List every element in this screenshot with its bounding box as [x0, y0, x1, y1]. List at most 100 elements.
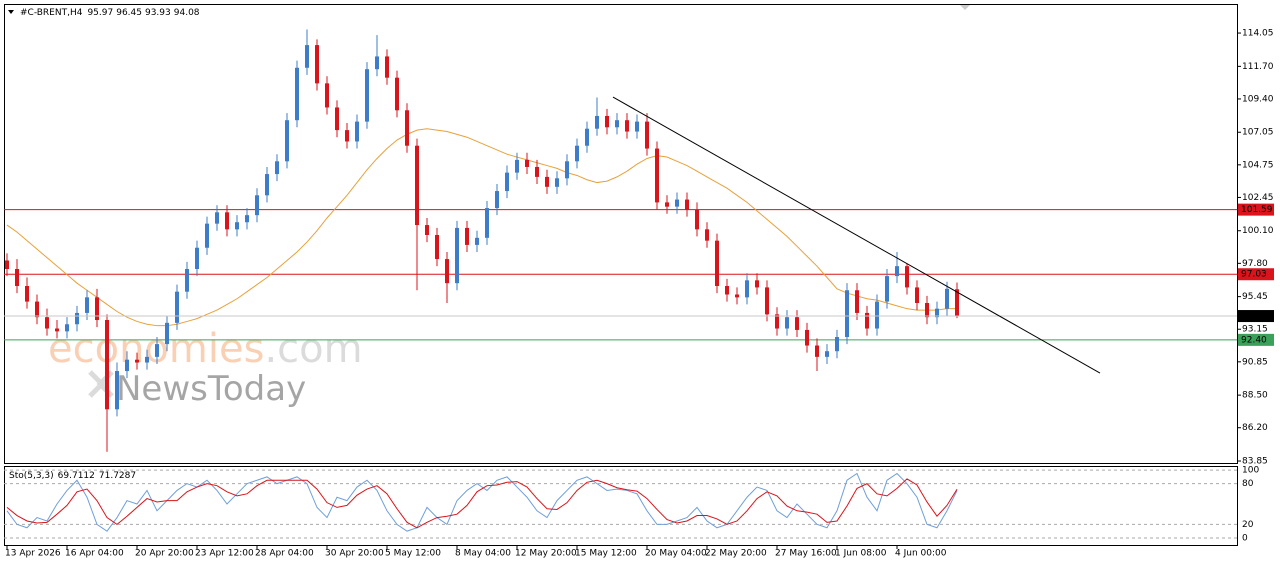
candle-body: [775, 314, 779, 329]
stochastic-signal-value: 71.7287: [99, 471, 136, 481]
last-price-label: 94.08: [1241, 312, 1267, 322]
stochastic-header: Sto(5,3,3) 69.7112 71.7287: [9, 471, 136, 481]
trendline: [612, 96, 1101, 374]
x-tick-label: 12 May 20:00: [515, 549, 577, 559]
candle-body: [795, 317, 799, 330]
candle-body: [105, 320, 109, 410]
candle-body: [925, 303, 929, 318]
candle-body: [385, 56, 389, 78]
watermark: economies.com NewsToday: [48, 326, 363, 409]
candle-body: [915, 287, 919, 304]
candle-body: [835, 337, 839, 352]
level-label: 92.40: [1241, 335, 1267, 345]
candle-body: [625, 120, 629, 132]
candle-body: [445, 259, 449, 284]
candle-body: [365, 69, 369, 122]
candle-body: [225, 212, 229, 230]
candle-body: [75, 312, 79, 325]
candle-body: [745, 280, 749, 298]
candle-body: [435, 234, 439, 260]
watermark-brand: economies.com: [48, 326, 363, 372]
candle-body: [765, 287, 769, 315]
candle-body: [585, 128, 589, 146]
candle-body: [155, 344, 159, 357]
candle-body: [345, 130, 349, 142]
y-tick-label: 104.75: [1242, 160, 1274, 170]
stochastic-main-value: 69.7112: [58, 471, 95, 481]
stochastic-title: Sto(5,3,3): [9, 471, 54, 481]
y-tick-label: 90.85: [1242, 357, 1268, 367]
y-tick-label: 93.15: [1242, 325, 1268, 335]
candle-body: [95, 297, 99, 321]
candle-body: [65, 324, 69, 332]
candle-body: [895, 266, 899, 277]
candle-body: [865, 312, 869, 329]
x-tick-label: 16 Apr 04:00: [65, 549, 124, 559]
candle-body: [285, 120, 289, 162]
candle-body: [635, 121, 639, 132]
candle-body: [555, 178, 559, 187]
candle-body: [235, 222, 239, 230]
menu-arrow: [8, 10, 14, 14]
candle-body: [55, 328, 59, 332]
candle-body: [165, 322, 169, 345]
candle-body: [705, 229, 709, 241]
close-value: 94.08: [174, 8, 200, 18]
candle-body: [85, 297, 89, 313]
candle-body: [805, 329, 809, 346]
candle-body: [145, 356, 149, 363]
candle-body: [785, 317, 789, 329]
candle-body: [545, 176, 549, 187]
candle-body: [655, 148, 659, 203]
candle-body: [935, 308, 939, 318]
x-tick-label: 5 May 12:00: [385, 549, 441, 559]
level-label-box: [1238, 203, 1274, 216]
candle-body: [375, 56, 379, 70]
candle-body: [615, 120, 619, 128]
y-tick-label: 109.40: [1242, 94, 1274, 104]
y-tick-label: 86.20: [1242, 423, 1268, 433]
candle-body: [885, 276, 889, 302]
candle-body: [25, 286, 29, 302]
candle-body: [735, 294, 739, 298]
stochastic-tick-label: 0: [1242, 533, 1248, 543]
x-tick-label: 13 Apr 2026: [5, 549, 61, 559]
candle-body: [595, 115, 599, 129]
shift-marker: [960, 5, 970, 10]
candle-body: [175, 291, 179, 323]
candle-body: [855, 290, 859, 313]
candle-body: [305, 45, 309, 68]
x-tick-label: 23 Apr 12:00: [195, 549, 254, 559]
candle-body: [515, 159, 519, 173]
candle-body: [715, 240, 719, 287]
candle-body: [245, 215, 249, 223]
candle-body: [495, 191, 499, 209]
candle-body: [905, 266, 909, 288]
candle-body: [565, 161, 569, 179]
candle-body: [135, 359, 139, 363]
x-tick-label: 20 May 04:00: [645, 549, 707, 559]
high-value: 96.45: [116, 8, 142, 18]
y-tick-label: 102.45: [1242, 193, 1274, 203]
candle-body: [275, 161, 279, 175]
candle-body: [415, 145, 419, 226]
candle-body: [685, 199, 689, 210]
candle-body: [475, 237, 479, 245]
y-tick-label: 88.50: [1242, 391, 1268, 401]
candle-body: [665, 202, 669, 207]
level-label: 101.59: [1241, 205, 1273, 215]
stochastic-tick-label: 100: [1242, 466, 1259, 476]
candle-body: [535, 166, 539, 177]
y-tick-label: 97.80: [1242, 259, 1268, 269]
x-tick-label: 1 Jun 08:00: [835, 549, 887, 559]
candle-body: [205, 223, 209, 248]
x-tick-label: 8 May 04:00: [455, 549, 511, 559]
candle-body: [15, 268, 19, 287]
candle-body: [755, 280, 759, 288]
candle-body: [605, 115, 609, 128]
candle-body: [325, 83, 329, 108]
x-tick-label: 27 May 16:00: [775, 549, 837, 559]
stochastic-tick-label: 20: [1242, 520, 1254, 530]
stochastic-panel: [4, 466, 1238, 546]
